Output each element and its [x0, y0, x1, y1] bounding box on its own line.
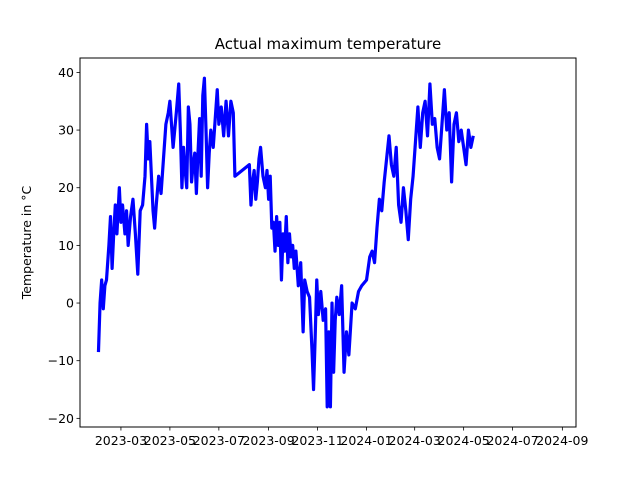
- x-tick-label: 2023-11: [291, 433, 343, 448]
- x-tick-label: 2023-07: [193, 433, 245, 448]
- x-tick-label: 2023-03: [95, 433, 147, 448]
- x-tick-label: 2023-05: [144, 433, 196, 448]
- y-tick-label: 30: [58, 123, 74, 138]
- x-axis-ticks: 2023-032023-052023-072023-092023-112024-…: [95, 427, 589, 448]
- y-tick-label: 40: [58, 65, 74, 80]
- y-tick-label: 10: [58, 238, 74, 253]
- chart-title: Actual maximum temperature: [215, 35, 441, 53]
- temperature-series-line: [96, 76, 475, 409]
- x-tick-label: 2024-07: [486, 433, 538, 448]
- y-axis-label: Temperature in °C: [19, 185, 34, 300]
- y-tick-label: 0: [66, 296, 74, 311]
- axes-frame: [79, 57, 577, 428]
- y-axis-ticks: −20 −10 0 10 20 30 40: [48, 65, 80, 426]
- x-tick-label: 2023-09: [242, 433, 294, 448]
- x-tick-label: 2024-09: [536, 433, 588, 448]
- y-tick-label: −20: [48, 411, 74, 426]
- x-tick-label: 2024-05: [438, 433, 490, 448]
- x-tick-label: 2024-03: [389, 433, 441, 448]
- y-tick-label: −10: [48, 353, 74, 368]
- y-tick-label: 20: [58, 180, 74, 195]
- x-tick-label: 2024-01: [340, 433, 392, 448]
- plot-area: [96, 76, 475, 409]
